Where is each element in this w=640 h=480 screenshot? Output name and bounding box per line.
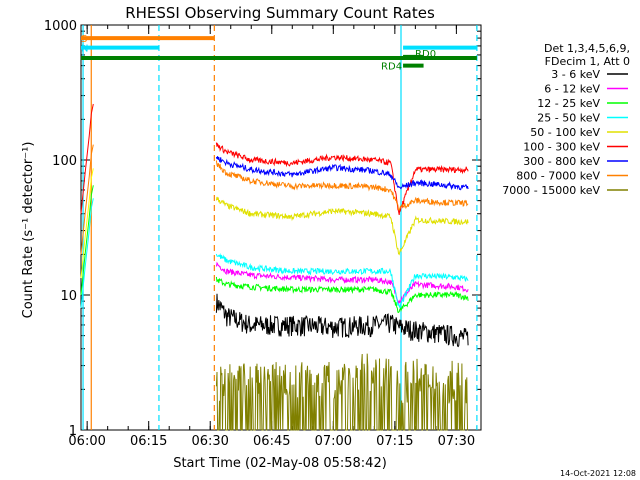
legend-entry-label: 12 - 25 keV	[537, 97, 600, 110]
legend-entry-label: 25 - 50 keV	[537, 112, 600, 125]
legend-entry-label: 7000 - 15000 keV	[502, 184, 600, 197]
x-tick-label: 07:30	[438, 434, 475, 449]
legend-entry-label: 6 - 12 keV	[544, 83, 600, 96]
series-line	[215, 252, 469, 308]
x-axis-label: Start Time (02-May-08 05:58:42)	[173, 456, 387, 471]
y-tick-label: 100	[52, 154, 77, 169]
legend-entry-label: 100 - 300 keV	[523, 141, 600, 154]
early-spike-line	[80, 103, 94, 214]
chart-title: RHESSI Observing Summary Count Rates	[125, 4, 435, 22]
legend-entry-label: 50 - 100 keV	[530, 126, 600, 139]
series-line	[215, 293, 469, 348]
early-spike-line	[80, 185, 94, 296]
marker-label: N	[81, 44, 88, 55]
series-line	[215, 276, 469, 314]
marker-label: RD4	[381, 62, 402, 73]
legend-header: Det 1,3,4,5,6,9,	[544, 42, 630, 55]
y-axis-label: Count Rate (s⁻¹ detector⁻¹)	[21, 142, 36, 319]
x-tick-label: 06:15	[130, 434, 167, 449]
series-line	[215, 160, 469, 211]
plot-area: 1 10 100 1000 06:00 06:15 06:30 06:45 07:00 07:15…	[44, 19, 482, 449]
series-line	[215, 353, 469, 431]
x-tick-label: 07:15	[376, 434, 413, 449]
early-spike-line	[80, 144, 94, 255]
marker-label: S	[81, 34, 87, 45]
series-line	[215, 156, 469, 191]
y-tick-label: 1000	[44, 19, 77, 34]
early-spike-line	[80, 198, 94, 309]
plot-frame	[80, 24, 482, 431]
legend: Det 1,3,4,5,6,9,FDecim 1, Att 03 - 6 keV…	[502, 42, 630, 197]
timestamp: 14-Oct-2021 12:08	[560, 469, 636, 478]
x-tick-label: 07:00	[315, 434, 352, 449]
x-tick-label: 06:30	[191, 434, 228, 449]
legend-entry-label: 3 - 6 keV	[551, 68, 600, 81]
y-tick-label: 1	[69, 424, 77, 439]
x-tick-label: 06:00	[68, 434, 105, 449]
series-line	[215, 196, 469, 256]
legend-entry-label: 300 - 800 keV	[523, 155, 600, 168]
early-spike-line	[80, 168, 94, 279]
marker-label: RD0	[415, 49, 436, 60]
series-line	[215, 142, 469, 215]
legend-header: FDecim 1, Att 0	[545, 55, 630, 68]
legend-entry-label: 800 - 7000 keV	[516, 170, 600, 183]
x-tick-label: 06:45	[253, 434, 290, 449]
series-line	[215, 261, 469, 305]
y-tick-label: 10	[60, 289, 77, 304]
